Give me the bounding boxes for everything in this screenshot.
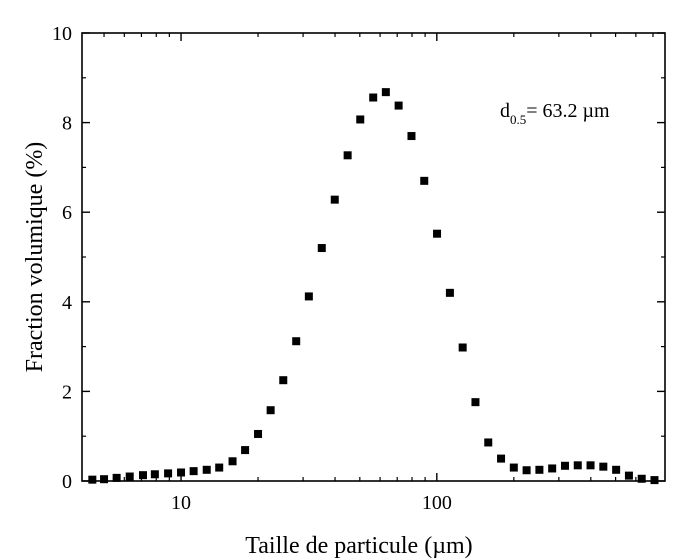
y-tick-label: 6	[62, 202, 72, 224]
x-tick-label: 10	[171, 492, 191, 514]
data-point	[189, 467, 198, 476]
data-point	[548, 464, 557, 473]
data-point	[330, 195, 339, 204]
data-point	[150, 470, 159, 479]
annotation-prefix: d	[500, 100, 510, 122]
data-point	[458, 343, 467, 352]
axis-ticks	[82, 32, 665, 482]
data-point	[650, 476, 659, 485]
data-point	[228, 457, 237, 466]
data-point	[560, 461, 569, 470]
data-point	[241, 446, 250, 455]
data-point	[509, 463, 518, 472]
y-axis-label: Fraction volumique (%)	[22, 142, 48, 373]
data-point	[637, 474, 646, 483]
data-point	[586, 461, 595, 470]
data-point	[612, 465, 621, 474]
data-point	[369, 93, 378, 102]
data-point	[88, 475, 97, 484]
data-point	[624, 471, 633, 480]
data-point	[266, 406, 275, 415]
y-tick-label: 0	[62, 471, 72, 493]
data-point	[522, 466, 531, 475]
data-point	[164, 469, 173, 478]
data-point	[445, 288, 454, 297]
data-point	[112, 473, 121, 482]
data-point	[420, 176, 429, 185]
y-tick-label: 10	[52, 23, 72, 45]
data-point	[125, 472, 134, 481]
data-point	[394, 101, 403, 110]
x-tick-label: 100	[422, 492, 452, 514]
data-point	[356, 115, 365, 124]
x-axis-label: Taille de particule (µm)	[245, 533, 472, 559]
data-point	[202, 465, 211, 474]
data-point	[471, 398, 480, 407]
data-point	[573, 461, 582, 470]
y-tick-label: 4	[62, 292, 72, 314]
y-tick-label: 8	[62, 113, 72, 135]
data-point	[535, 465, 544, 474]
data-point	[254, 429, 263, 438]
data-point	[215, 463, 224, 472]
annotation-subscript: 0.5	[510, 112, 526, 127]
data-point	[138, 471, 147, 480]
data-point	[292, 337, 301, 346]
data-points	[88, 88, 659, 485]
data-point	[304, 292, 313, 301]
data-point	[343, 151, 352, 160]
annotation-value: = 63.2 µm	[526, 100, 610, 122]
data-point	[599, 462, 608, 471]
axis-tick-labels: 0 2 4 6 8 10 10 100	[52, 23, 452, 514]
data-point	[279, 376, 288, 385]
data-point	[381, 88, 390, 97]
data-point	[100, 475, 109, 484]
data-point	[484, 438, 493, 447]
data-point	[407, 132, 416, 141]
data-point	[317, 244, 326, 253]
data-point	[497, 454, 506, 463]
y-tick-label: 2	[62, 381, 72, 403]
data-point	[177, 468, 186, 477]
annotation: d0.5= 63.2 µm	[500, 100, 610, 127]
data-point	[433, 229, 442, 238]
